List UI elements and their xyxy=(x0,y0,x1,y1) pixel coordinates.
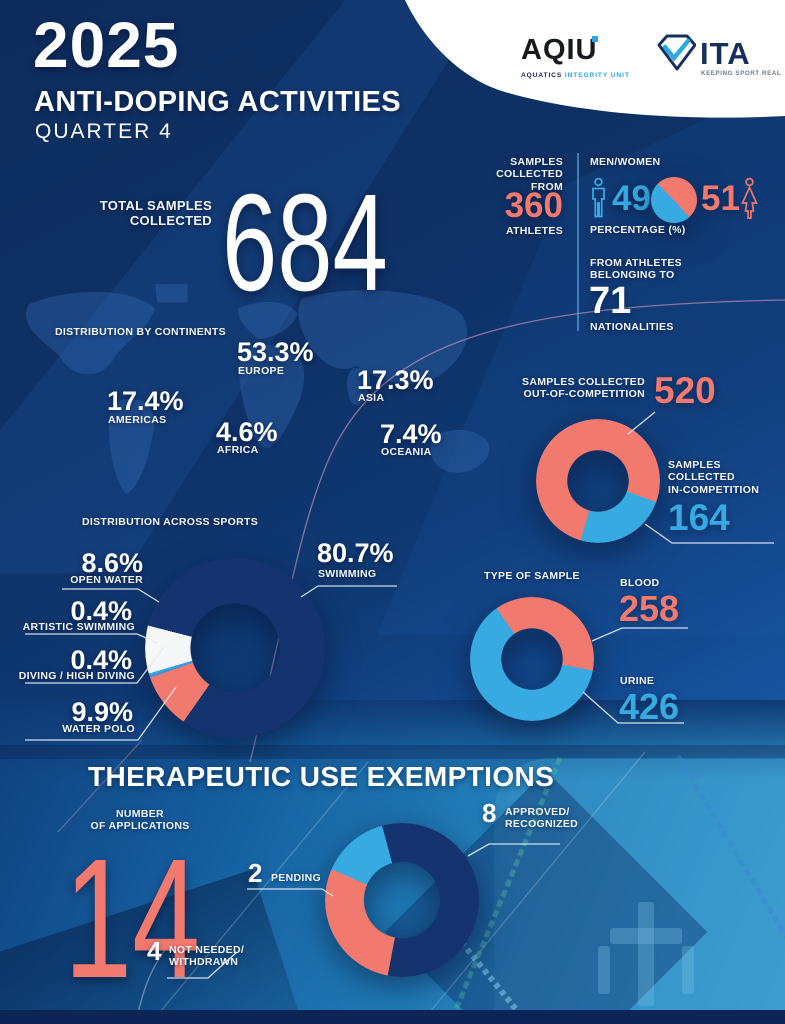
oceania-label: OCEANIA xyxy=(381,446,432,458)
tue-approved-label: APPROVED/ RECOGNIZED xyxy=(505,806,579,831)
open-water-label: OPEN WATER xyxy=(70,574,143,586)
water-polo-percentage: 9.9% xyxy=(71,697,133,727)
sports-section-label: DISTRIBUTION ACROSS SPORTS xyxy=(82,516,259,528)
out-of-competition-label: SAMPLES COLLECTED OUT-OF-COMPETITION xyxy=(522,376,645,401)
tue-notneeded-label: NOT NEEDED/ WITHDRAWN xyxy=(169,944,245,969)
europe-label: EUROPE xyxy=(238,365,285,377)
aqiu-tagline-aquatics: AQUATICS xyxy=(521,72,565,79)
pool-top-band xyxy=(0,745,785,759)
nationalities-unit-label: NATIONALITIES xyxy=(590,321,674,333)
nationalities-label: FROM ATHLETES BELONGING TO xyxy=(590,257,682,282)
tue-applications-label: NUMBER OF APPLICATIONS xyxy=(90,808,190,833)
sample-type-section-label: TYPE OF SAMPLE xyxy=(484,570,580,582)
athletes-count-label: SAMPLES COLLECTED FROM xyxy=(496,156,563,193)
ita-logo-tagline: KEEPING SPORT REAL xyxy=(701,70,782,77)
africa-percentage: 4.6% xyxy=(216,417,278,447)
out-of-competition-value: 520 xyxy=(654,370,716,411)
aqiu-logo: AQIU xyxy=(521,34,598,66)
swimming-label: SWIMMING xyxy=(318,568,377,580)
tue-notneeded-value: 4 xyxy=(147,936,162,966)
aqiu-tagline-integrity-unit: INTEGRITY UNIT xyxy=(564,72,630,79)
urine-value: 426 xyxy=(619,686,680,727)
tue-pending-label: PENDING xyxy=(271,872,321,884)
continents-section-label: DISTRIBUTION BY CONTINENTS xyxy=(55,326,226,338)
americas-percentage: 17.4% xyxy=(107,386,184,416)
urine-label: URINE xyxy=(620,675,655,687)
header-white-swoosh xyxy=(405,0,785,118)
percentage-unit-label: PERCENTAGE (%) xyxy=(590,224,686,236)
total-samples-value: 684 xyxy=(222,166,388,320)
tue-applications-value: 14 xyxy=(64,824,201,1014)
female-icon xyxy=(741,177,758,219)
diving-label: DIVING / HIGH DIVING xyxy=(18,670,135,682)
open-water-percentage: 8.6% xyxy=(81,548,143,578)
asia-label: ASIA xyxy=(358,392,385,404)
americas-label: AMERICAS xyxy=(108,414,167,426)
ita-diamond-icon xyxy=(657,34,696,71)
blood-label: BLOOD xyxy=(620,577,660,589)
bottom-navy-bar xyxy=(0,1010,785,1024)
athletes-count-value: 360 xyxy=(504,186,563,225)
tue-approved-value: 8 xyxy=(482,798,497,828)
men-women-pie-chart xyxy=(651,177,697,223)
total-samples-label: TOTAL SAMPLES COLLECTED xyxy=(99,198,212,229)
men-women-label: MEN/WOMEN xyxy=(590,156,661,168)
page-title: ANTI-DOPING ACTIVITIES xyxy=(34,86,402,118)
year-heading: 2025 xyxy=(33,9,180,81)
athletes-unit-label: ATHLETES xyxy=(505,225,563,237)
tue-section-title: THERAPEUTIC USE EXEMPTIONS xyxy=(88,761,555,792)
aqiu-logo-dot xyxy=(592,36,598,42)
africa-label: AFRICA xyxy=(217,444,259,456)
quarter-subtitle: QUARTER 4 xyxy=(35,120,173,143)
europe-percentage: 53.3% xyxy=(237,337,314,367)
sample-type-donut-chart xyxy=(470,597,594,721)
asia-percentage: 17.3% xyxy=(357,365,434,395)
competition-donut-chart xyxy=(536,419,660,543)
men-percentage-value: 49 xyxy=(612,179,651,218)
male-icon xyxy=(592,177,605,218)
swimming-percentage: 80.7% xyxy=(317,538,394,568)
water-polo-label: WATER POLO xyxy=(62,723,135,735)
aqiu-logo-tagline: AQUATICS INTEGRITY UNIT xyxy=(521,72,630,79)
artistic-swimming-label: ARTISTIC SWIMMING xyxy=(22,621,135,633)
tue-pending-value: 2 xyxy=(248,858,263,888)
in-competition-label: SAMPLES COLLECTED IN-COMPETITION xyxy=(668,459,760,496)
women-percentage-value: 51 xyxy=(701,179,740,218)
blood-value: 258 xyxy=(619,588,680,629)
in-competition-value: 164 xyxy=(668,497,730,538)
tue-donut-chart xyxy=(325,823,479,977)
nationalities-value: 71 xyxy=(589,280,632,322)
sports-donut-chart xyxy=(145,558,325,738)
stats-divider-line xyxy=(577,153,579,331)
oceania-percentage: 7.4% xyxy=(380,419,442,449)
ita-logo: ITA xyxy=(700,36,751,71)
